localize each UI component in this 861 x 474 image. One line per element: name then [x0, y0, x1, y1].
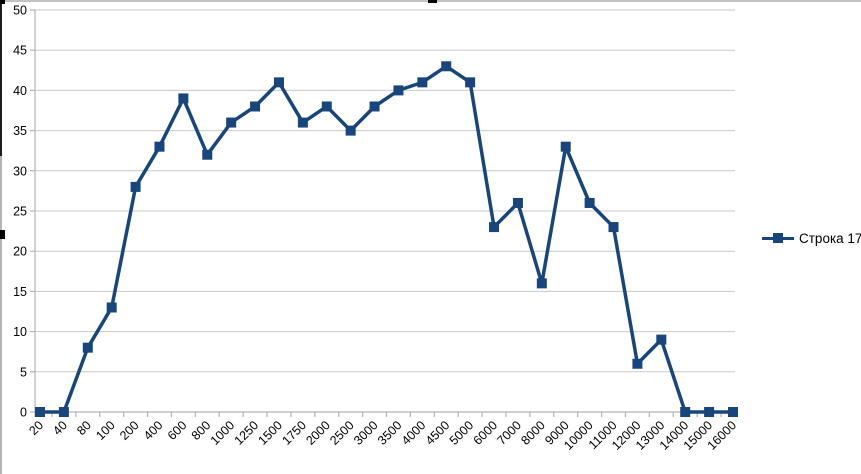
x-tick-label: 6000 — [471, 418, 501, 448]
x-tick-label: 600 — [165, 418, 190, 443]
y-tick-label: 15 — [13, 285, 27, 299]
data-point-marker — [297, 117, 308, 128]
data-point-marker — [82, 342, 93, 353]
x-tick-label: 100 — [93, 418, 118, 443]
x-tick-label: 1750 — [279, 418, 309, 448]
data-point-marker — [608, 222, 619, 233]
y-tick-label: 0 — [20, 406, 27, 420]
y-tick-label: 20 — [13, 245, 27, 259]
selection-edge-left — [0, 0, 2, 156]
resize-handle-left-middle[interactable] — [0, 230, 5, 239]
x-tick-label: 4000 — [399, 418, 429, 448]
data-point-marker — [704, 407, 715, 417]
y-tick-label: 45 — [13, 44, 27, 58]
x-tick-label: 20 — [26, 418, 46, 438]
x-tick-label: 4500 — [423, 418, 453, 448]
data-point-marker — [130, 181, 141, 192]
x-tick-label: 5000 — [447, 418, 477, 448]
y-tick-label: 35 — [13, 124, 27, 138]
legend-marker-sample — [773, 233, 783, 243]
x-tick-label: 400 — [141, 418, 166, 443]
y-tick-label: 25 — [13, 205, 27, 219]
x-tick-label: 3500 — [375, 418, 405, 448]
x-tick-label: 2000 — [303, 418, 333, 448]
data-point-marker — [560, 141, 571, 152]
data-point-marker — [369, 101, 380, 112]
y-tick-label: 40 — [13, 84, 27, 98]
resize-handle-top-middle[interactable] — [428, 0, 437, 3]
data-point-marker — [489, 222, 500, 233]
x-tick-label: 8000 — [518, 418, 548, 448]
x-tick-label: 1250 — [232, 418, 262, 448]
data-point-marker — [632, 358, 643, 369]
data-point-marker — [441, 61, 452, 72]
x-tick-label: 1500 — [256, 418, 286, 448]
data-point-marker — [345, 125, 356, 136]
data-point-marker — [35, 407, 45, 417]
data-point-marker — [273, 77, 284, 88]
y-tick-label: 50 — [13, 4, 27, 18]
data-point-marker — [536, 278, 547, 289]
x-tick-label: 1000 — [208, 418, 238, 448]
x-tick-label: 2500 — [327, 418, 357, 448]
data-point-marker — [226, 117, 237, 128]
selection-edge-left-lower — [0, 156, 2, 474]
data-point-marker — [202, 149, 213, 160]
legend-series-swatch — [762, 233, 794, 243]
y-tick-label: 10 — [13, 325, 27, 339]
y-tick-label: 30 — [13, 164, 27, 178]
data-point-marker — [584, 197, 595, 208]
legend-label: Строка 17 — [799, 230, 861, 246]
x-tick-label: 80 — [74, 418, 94, 438]
data-point-marker — [728, 407, 738, 417]
x-tick-label: 7000 — [494, 418, 524, 448]
y-tick-label: 5 — [20, 365, 27, 379]
legend: Строка 17 — [762, 228, 861, 248]
data-point-marker — [393, 85, 404, 96]
data-point-marker — [321, 101, 332, 112]
data-point-marker — [58, 407, 69, 417]
data-point-marker — [417, 77, 428, 88]
data-point-marker — [656, 334, 667, 345]
data-point-marker — [250, 101, 261, 112]
data-point-marker — [512, 197, 523, 208]
data-point-marker — [465, 77, 476, 88]
series-line — [40, 64, 733, 414]
data-point-marker — [178, 93, 189, 104]
resize-handle-top-left[interactable] — [0, 0, 5, 4]
x-tick-label: 200 — [117, 418, 142, 443]
data-point-marker — [680, 407, 691, 417]
x-tick-label: 3000 — [351, 418, 381, 448]
data-point-marker — [106, 302, 117, 313]
x-tick-label: 40 — [50, 418, 70, 438]
data-point-marker — [154, 141, 165, 152]
